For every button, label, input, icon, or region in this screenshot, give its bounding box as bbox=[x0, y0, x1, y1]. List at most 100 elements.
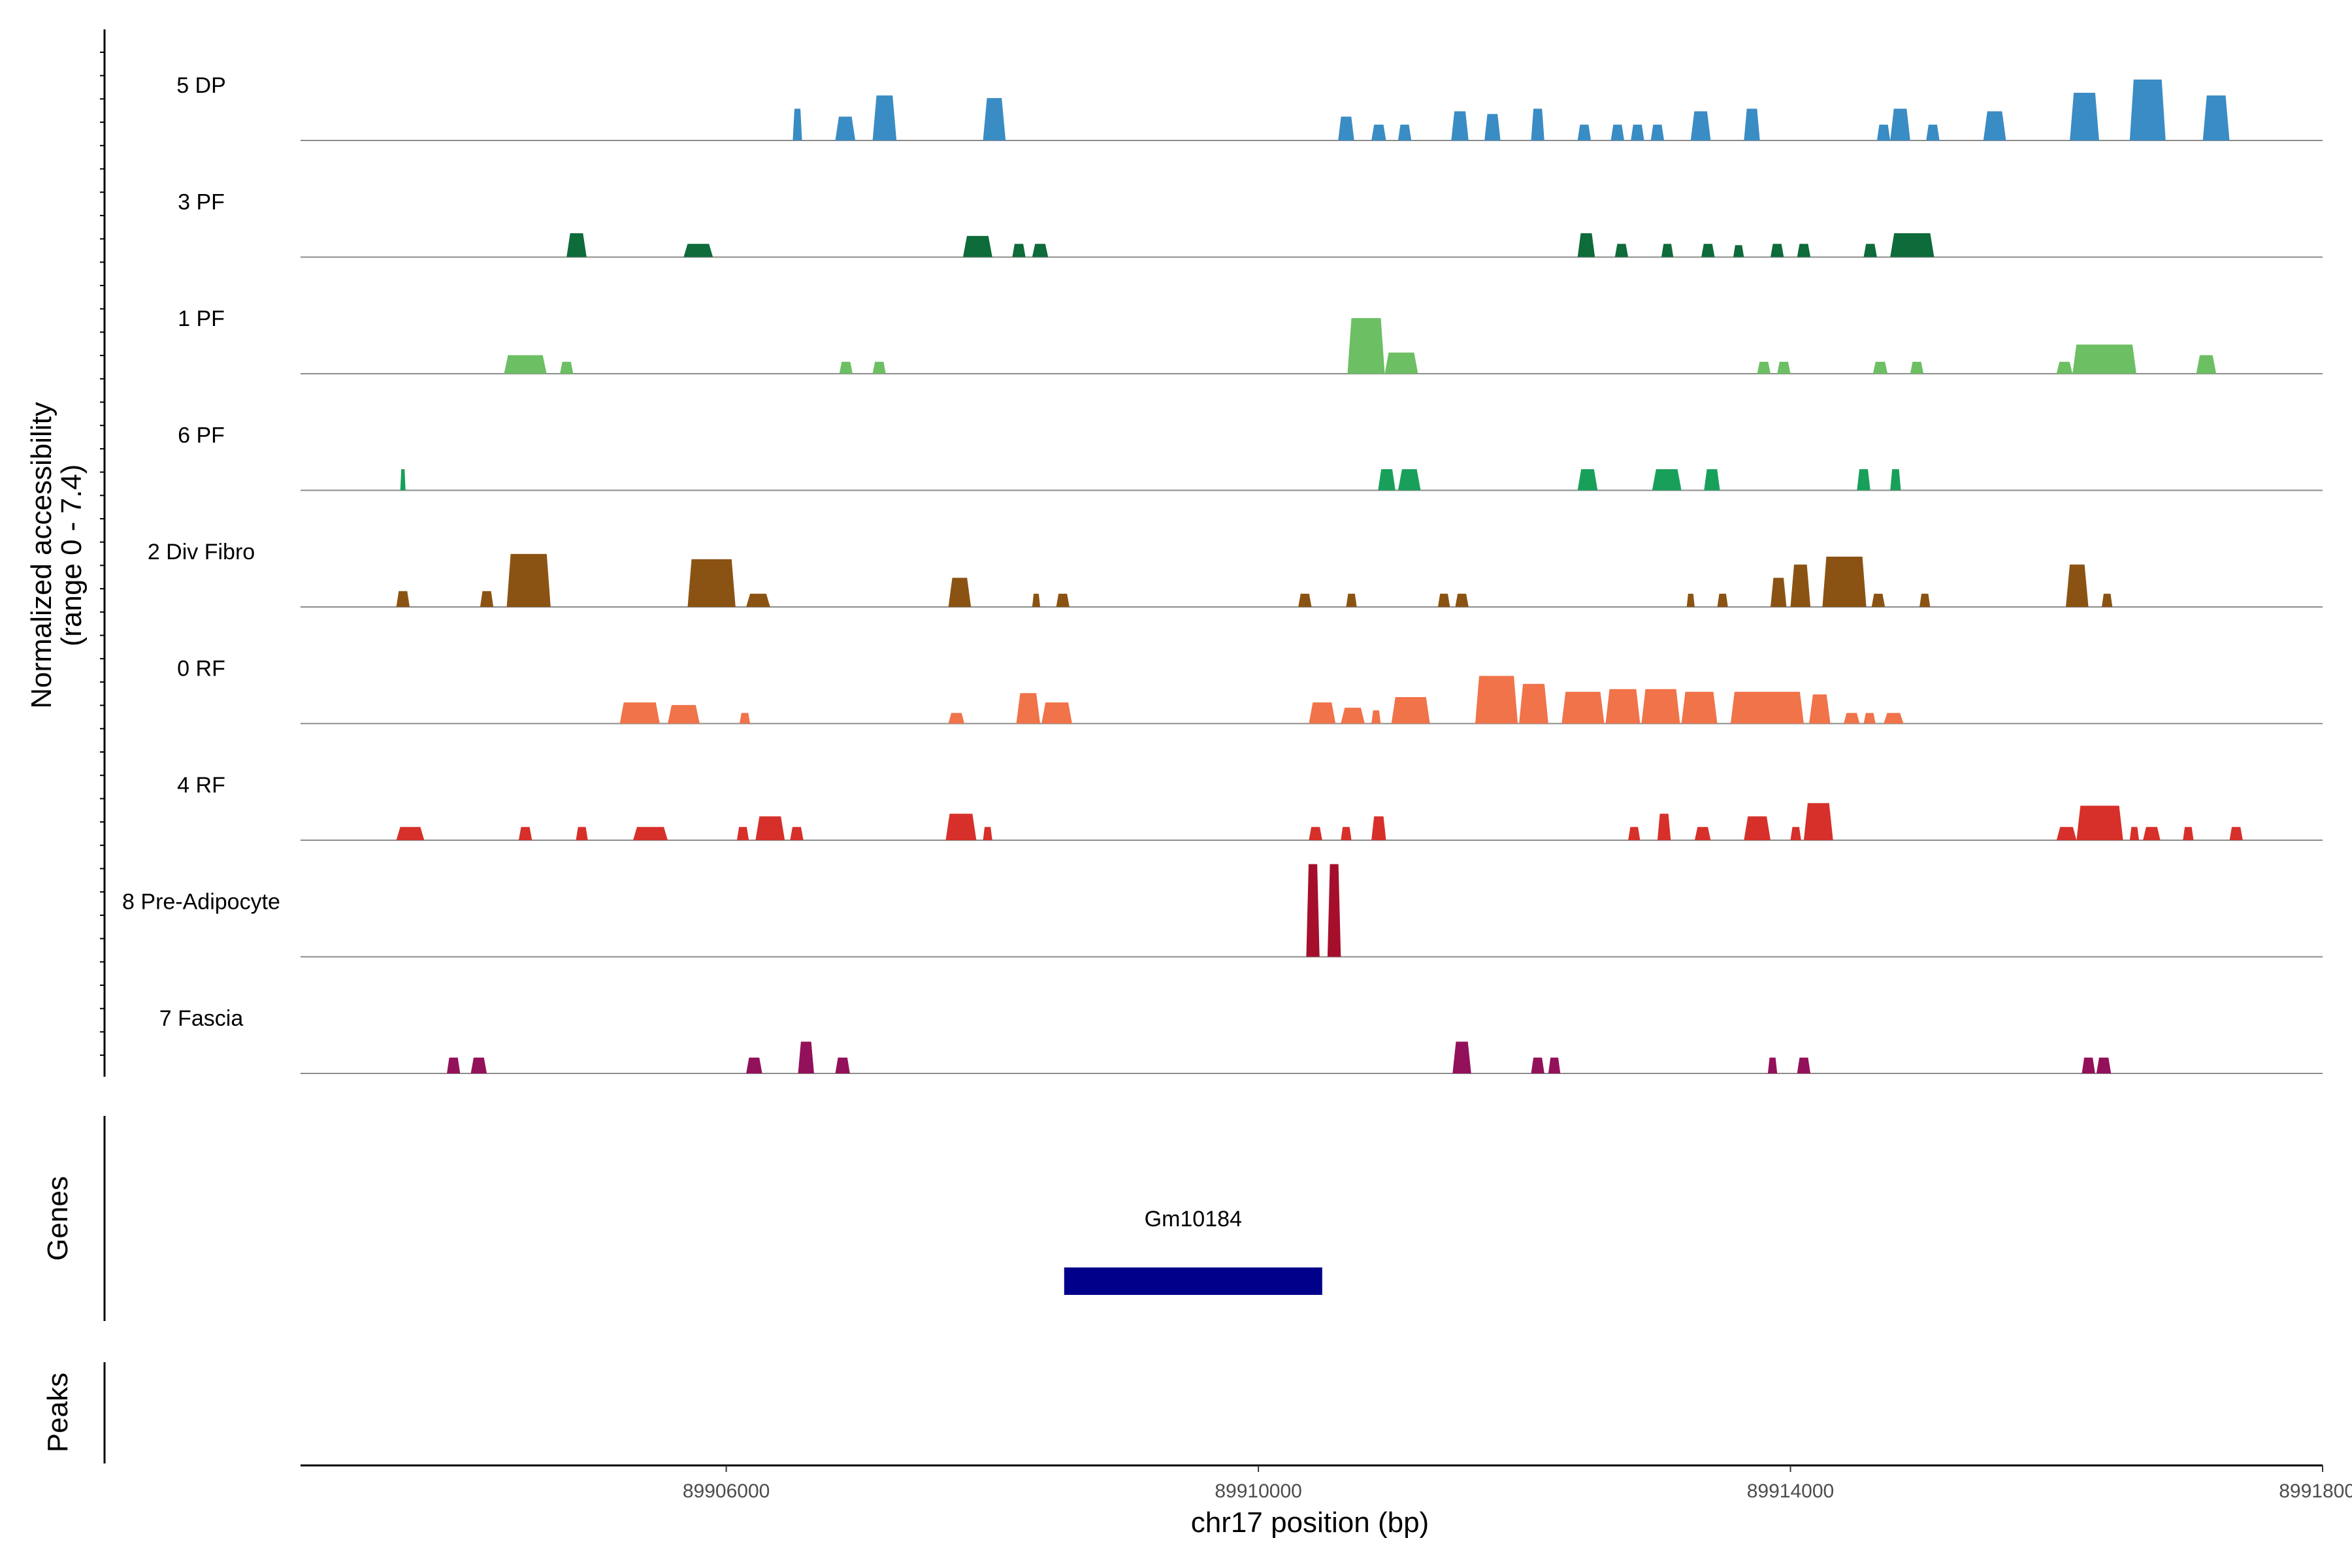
accessibility-peak bbox=[1484, 114, 1501, 140]
accessibility-peak bbox=[1701, 244, 1715, 257]
accessibility-peak bbox=[1452, 1041, 1471, 1073]
accessibility-peak bbox=[1451, 111, 1469, 140]
track-label: 0 RF bbox=[177, 657, 225, 681]
accessibility-peak bbox=[1610, 124, 1624, 140]
accessibility-peak bbox=[1652, 469, 1682, 491]
accessibility-peak bbox=[2183, 826, 2194, 840]
y-minor-ticks bbox=[100, 52, 105, 1056]
accessibility-peak bbox=[1384, 352, 1418, 374]
accessibility-peak bbox=[504, 355, 547, 374]
accessibility-peak bbox=[1041, 702, 1072, 724]
accessibility-peak bbox=[1876, 124, 1891, 140]
accessibility-peak bbox=[1694, 826, 1711, 840]
accessibility-peak bbox=[1983, 111, 2006, 140]
track-4-rf: 4 RF bbox=[177, 773, 2323, 841]
accessibility-peak bbox=[1822, 557, 1867, 607]
accessibility-peak bbox=[576, 826, 588, 840]
track-label: 5 DP bbox=[176, 73, 226, 98]
accessibility-peak bbox=[746, 593, 770, 607]
accessibility-peak bbox=[1341, 708, 1365, 724]
accessibility-peak bbox=[798, 1041, 814, 1073]
accessibility-peak bbox=[1397, 469, 1421, 491]
accessibility-peak bbox=[1744, 816, 1771, 840]
track-7-fascia: 7 Fascia bbox=[159, 1006, 2323, 1074]
accessibility-peak bbox=[1657, 813, 1671, 840]
accessibility-peak bbox=[1341, 826, 1352, 840]
track-label: 6 PF bbox=[178, 423, 225, 448]
accessibility-peak bbox=[1704, 469, 1720, 491]
accessibility-peak bbox=[1790, 826, 1801, 840]
track-label: 4 RF bbox=[177, 773, 225, 798]
accessibility-peak bbox=[1631, 124, 1644, 140]
accessibility-peak bbox=[983, 98, 1006, 140]
coverage-panel: Normalized accessibility (range 0 - 7.4)… bbox=[25, 29, 2323, 1077]
accessibility-peak bbox=[872, 361, 886, 374]
accessibility-peak bbox=[1733, 245, 1744, 257]
accessibility-peak bbox=[2056, 361, 2073, 374]
track-3-pf: 3 PF bbox=[178, 190, 2323, 258]
accessibility-peak bbox=[1926, 124, 1940, 140]
x-ticks: 89906000 89910000 89914000 89918000 bbox=[683, 1465, 2352, 1502]
accessibility-peak bbox=[948, 578, 972, 607]
track-0-rf: 0 RF bbox=[177, 657, 2323, 725]
accessibility-peak bbox=[2076, 806, 2123, 840]
accessibility-peak bbox=[1910, 361, 1924, 374]
accessibility-peak bbox=[1397, 124, 1412, 140]
accessibility-peak bbox=[566, 233, 587, 257]
accessibility-peak bbox=[746, 1057, 762, 1073]
accessibility-peak bbox=[835, 116, 856, 140]
accessibility-peak bbox=[506, 553, 551, 607]
accessibility-peak bbox=[1455, 593, 1469, 607]
accessibility-peak bbox=[1475, 676, 1518, 724]
accessibility-peak bbox=[983, 826, 992, 840]
accessibility-peak bbox=[1871, 593, 1886, 607]
accessibility-peak bbox=[1661, 244, 1674, 257]
accessibility-peak bbox=[1391, 697, 1430, 724]
accessibility-peak bbox=[1561, 691, 1605, 724]
accessibility-peak bbox=[1531, 108, 1544, 140]
accessibility-peak bbox=[1767, 1057, 1778, 1073]
accessibility-peak bbox=[1797, 244, 1811, 257]
accessibility-peak bbox=[1717, 593, 1728, 607]
accessibility-peak bbox=[1857, 469, 1870, 491]
x-tick-label: 89914000 bbox=[1747, 1480, 1834, 1502]
accessibility-peak bbox=[1690, 111, 1711, 140]
accessibility-peak bbox=[1614, 244, 1629, 257]
accessibility-peak bbox=[633, 826, 668, 840]
accessibility-peak bbox=[2202, 95, 2230, 140]
accessibility-peak bbox=[400, 469, 406, 491]
genes: Gm10184 bbox=[1064, 1207, 1322, 1295]
x-axis: 89906000 89910000 89914000 89918000 chr17 p… bbox=[301, 1464, 2352, 1539]
accessibility-peak bbox=[1032, 593, 1041, 607]
accessibility-peak bbox=[1872, 361, 1888, 374]
accessibility-peak bbox=[1577, 233, 1595, 257]
accessibility-peak bbox=[1056, 593, 1070, 607]
accessibility-peak bbox=[2056, 826, 2077, 840]
accessibility-peak bbox=[2229, 826, 2243, 840]
accessibility-peak bbox=[835, 1057, 850, 1073]
accessibility-peak bbox=[1777, 361, 1791, 374]
accessibility-peak bbox=[1790, 564, 1811, 607]
accessibility-peak bbox=[1306, 864, 1320, 957]
accessibility-peak bbox=[1519, 683, 1548, 724]
accessibility-peak bbox=[790, 826, 804, 840]
accessibility-peak bbox=[1890, 108, 1910, 140]
x-axis-title: chr17 position (bp) bbox=[1191, 1507, 1429, 1539]
accessibility-peak bbox=[1744, 108, 1760, 140]
accessibility-peak bbox=[1577, 124, 1592, 140]
accessibility-peak bbox=[2070, 93, 2099, 140]
accessibility-peak bbox=[872, 95, 897, 140]
accessibility-peak bbox=[2143, 826, 2161, 840]
peaks-panel-label: Peaks bbox=[42, 1373, 74, 1452]
accessibility-peak bbox=[2066, 564, 2089, 607]
y-axis-title: Normalized accessibility bbox=[25, 402, 57, 708]
accessibility-peak bbox=[1577, 469, 1598, 491]
accessibility-peak bbox=[739, 713, 751, 724]
accessibility-peak bbox=[1371, 124, 1386, 140]
accessibility-peak bbox=[1032, 244, 1049, 257]
track-6-pf: 6 PF bbox=[178, 423, 2323, 491]
accessibility-peak bbox=[2129, 826, 2139, 840]
accessibility-peak bbox=[1844, 713, 1860, 724]
gene-gm10184 bbox=[1064, 1267, 1322, 1295]
track-1-pf: 1 PF bbox=[178, 306, 2323, 374]
